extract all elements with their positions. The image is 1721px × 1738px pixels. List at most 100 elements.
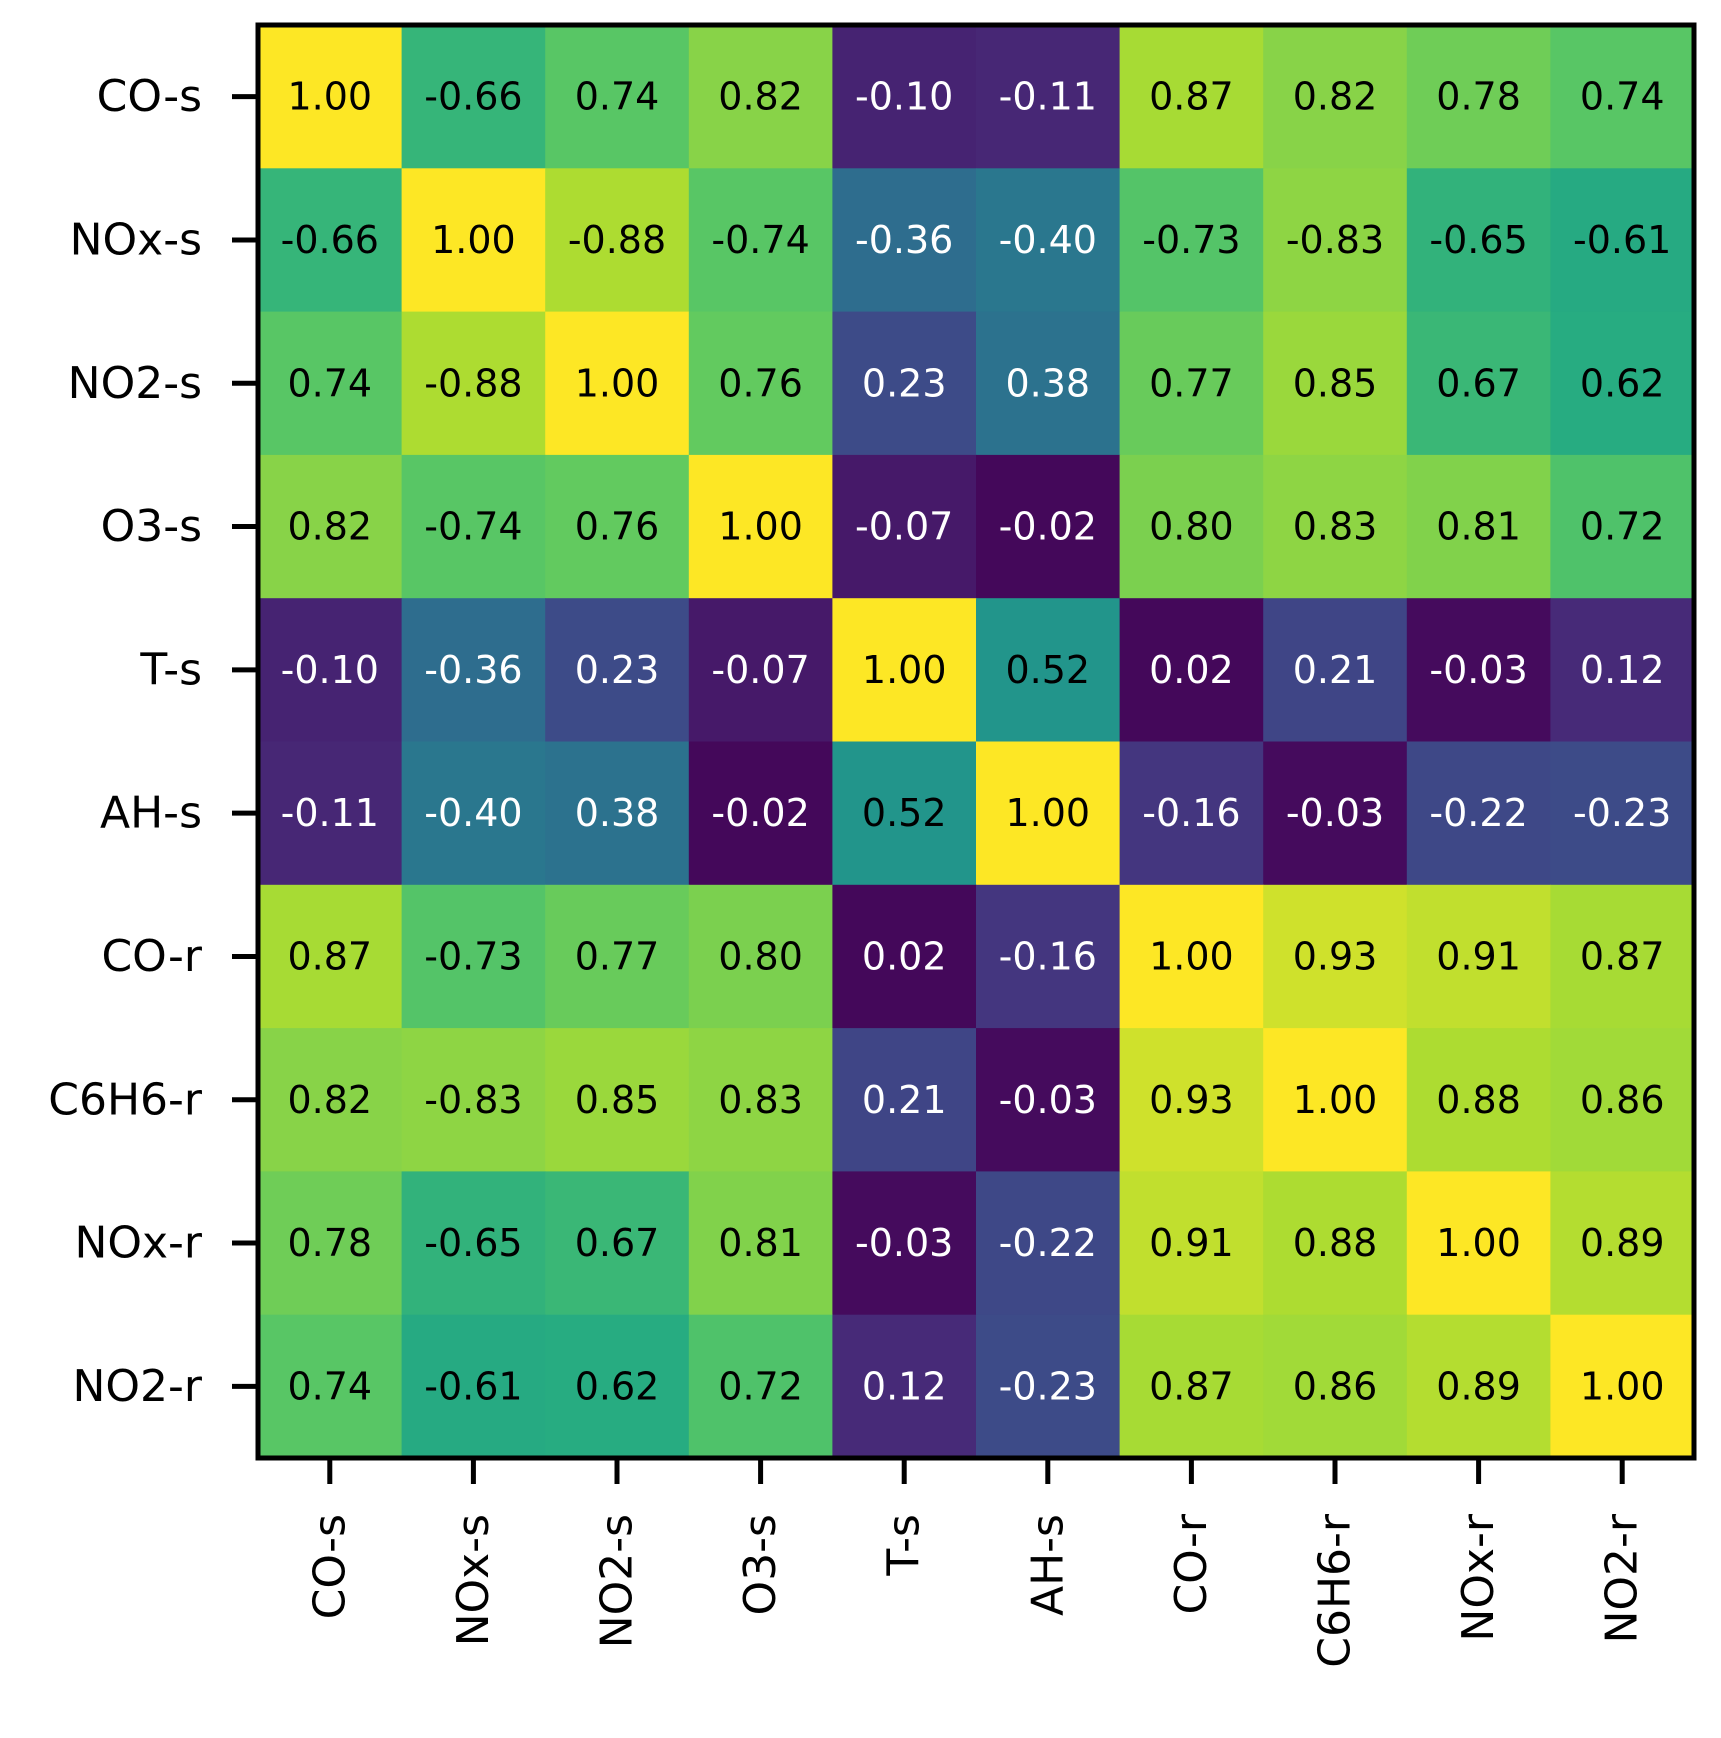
heatmap-cell-co-r-no2-r (1550, 884, 1695, 1029)
heatmap-value-label: 1.00 (718, 505, 803, 549)
heatmap-cell-nox-r-c6h6-r (1263, 1171, 1408, 1316)
heatmap-cell-no2-s-co-r (1119, 311, 1264, 456)
x-tick-label-co-s: CO-s (304, 1514, 355, 1619)
heatmap-cell-t-s-no2-r (1550, 598, 1695, 743)
heatmap-cell-c6h6-r-nox-r (1406, 1028, 1551, 1172)
y-tick-label-co-s: CO-s (97, 71, 202, 122)
heatmap-cell-no2-s-no2-s (545, 311, 690, 456)
heatmap-cell-nox-s-no2-r (1550, 168, 1695, 313)
heatmap-cell-co-r-t-s (832, 884, 977, 1029)
heatmap-cell-t-s-co-s (258, 598, 403, 743)
heatmap-value-label: -0.07 (711, 648, 809, 692)
heatmap-value-label: 0.76 (718, 361, 803, 405)
heatmap-cell-co-r-co-s (258, 884, 403, 1029)
heatmap-value-label: -0.40 (999, 218, 1097, 262)
heatmap-value-label: 0.91 (1436, 934, 1521, 978)
heatmap-value-label: 0.85 (575, 1078, 660, 1122)
heatmap-value-label: 0.12 (1580, 648, 1665, 692)
heatmap-cell-co-s-t-s (832, 25, 977, 169)
heatmap-cell-t-s-nox-r (1406, 598, 1551, 743)
heatmap-cell-no2-r-no2-r (1550, 1314, 1695, 1459)
heatmap-cell-nox-s-co-r (1119, 168, 1264, 313)
heatmap-cells (258, 25, 1695, 1459)
heatmap-cell-co-s-co-s (258, 25, 403, 169)
heatmap-value-label: -0.40 (424, 791, 522, 835)
heatmap-value-label: -0.73 (1142, 218, 1240, 262)
heatmap-value-label: -0.36 (424, 648, 522, 692)
heatmap-cell-nox-s-t-s (832, 168, 977, 313)
y-tick-label-no2-r: NO2-r (72, 1361, 202, 1412)
heatmap-cell-o3-s-no2-r (1550, 454, 1695, 599)
heatmap-cell-nox-r-no2-r (1550, 1171, 1695, 1316)
heatmap-value-label: 0.23 (862, 361, 947, 405)
heatmap-cell-t-s-no2-s (545, 598, 690, 743)
heatmap-value-label: 0.87 (1149, 75, 1234, 119)
heatmap-value-label: -0.10 (855, 75, 953, 119)
heatmap-value-label: 0.89 (1580, 1221, 1665, 1265)
heatmap-cell-nox-r-ah-s (976, 1171, 1121, 1316)
heatmap-cell-ah-s-nox-s (401, 741, 546, 886)
heatmap-value-label: 0.85 (1293, 361, 1378, 405)
heatmap-value-label: 0.52 (862, 791, 947, 835)
heatmap-value-label: 1.00 (1149, 934, 1234, 978)
heatmap-value-label: -0.23 (1573, 791, 1671, 835)
heatmap-cell-no2-s-nox-r (1406, 311, 1551, 456)
heatmap-cell-labels: 1.00 -0.66 0.74 0.82 -0.10 -0.11 0.87 0.82 0.78 0… (281, 75, 1672, 1409)
y-tick-label-t-s: T-s (139, 644, 202, 695)
y-tick-label-co-r: CO-r (101, 931, 202, 982)
heatmap-cell-o3-s-t-s (832, 454, 977, 599)
heatmap-value-label: 0.86 (1293, 1364, 1378, 1408)
heatmap-value-label: 0.86 (1580, 1078, 1665, 1122)
heatmap-cell-no2-r-nox-r (1406, 1314, 1551, 1459)
heatmap-value-label: -0.11 (999, 75, 1097, 119)
heatmap-cell-ah-s-nox-r (1406, 741, 1551, 886)
heatmap-cell-ah-s-o3-s (688, 741, 833, 886)
heatmap-cell-t-s-co-r (1119, 598, 1264, 743)
heatmap-value-label: 0.67 (575, 1221, 660, 1265)
heatmap-value-label: -0.02 (711, 791, 809, 835)
heatmap-cell-no2-s-nox-s (401, 311, 546, 456)
heatmap-value-label: -0.03 (999, 1078, 1097, 1122)
heatmap-cell-nox-s-no2-s (545, 168, 690, 313)
heatmap-value-label: -0.16 (1142, 791, 1240, 835)
heatmap-cell-ah-s-co-r (1119, 741, 1264, 886)
heatmap-value-label: -0.22 (1429, 791, 1527, 835)
heatmap-value-label: -0.23 (999, 1364, 1097, 1408)
heatmap-value-label: 0.82 (718, 75, 803, 119)
heatmap-cell-nox-r-nox-s (401, 1171, 546, 1316)
heatmap-value-label: 0.21 (862, 1078, 947, 1122)
heatmap-value-label: 0.83 (1293, 505, 1378, 549)
heatmap-cell-nox-r-o3-s (688, 1171, 833, 1316)
heatmap-value-label: 0.74 (575, 75, 660, 119)
heatmap-value-label: -0.03 (1286, 791, 1384, 835)
x-tick-label-no2-r: NO2-r (1597, 1513, 1648, 1643)
heatmap-cell-o3-s-no2-s (545, 454, 690, 599)
heatmap-value-label: 0.87 (287, 934, 372, 978)
heatmap-cell-no2-s-c6h6-r (1263, 311, 1408, 456)
heatmap-value-label: -0.66 (424, 75, 522, 119)
heatmap-cell-co-r-ah-s (976, 884, 1121, 1029)
heatmap-cell-no2-s-o3-s (688, 311, 833, 456)
heatmap-cell-no2-r-no2-s (545, 1314, 690, 1459)
heatmap-cell-nox-r-co-r (1119, 1171, 1264, 1316)
heatmap-cell-nox-r-t-s (832, 1171, 977, 1316)
y-tick-label-c6h6-r: C6H6-r (48, 1074, 203, 1125)
heatmap-cell-co-s-nox-r (1406, 25, 1551, 169)
heatmap-value-label: 0.52 (1005, 648, 1090, 692)
heatmap-value-label: -0.65 (1429, 218, 1527, 262)
heatmap-value-label: -0.61 (1573, 218, 1671, 262)
heatmap-cell-o3-s-nox-r (1406, 454, 1551, 599)
heatmap-cell-t-s-nox-s (401, 598, 546, 743)
heatmap-cell-ah-s-ah-s (976, 741, 1121, 886)
heatmap-cell-t-s-t-s (832, 598, 977, 743)
heatmap-cell-co-s-no2-r (1550, 25, 1695, 169)
heatmap-cell-co-s-c6h6-r (1263, 25, 1408, 169)
heatmap-value-label: -0.10 (281, 648, 379, 692)
heatmap-value-label: -0.07 (855, 505, 953, 549)
heatmap-cell-c6h6-r-co-s (258, 1028, 403, 1172)
heatmap-cell-no2-r-o3-s (688, 1314, 833, 1459)
heatmap-value-label: 0.21 (1293, 648, 1378, 692)
heatmap-value-label: 0.81 (718, 1221, 803, 1265)
heatmap-value-label: 0.02 (1149, 648, 1234, 692)
heatmap-cell-co-r-o3-s (688, 884, 833, 1029)
